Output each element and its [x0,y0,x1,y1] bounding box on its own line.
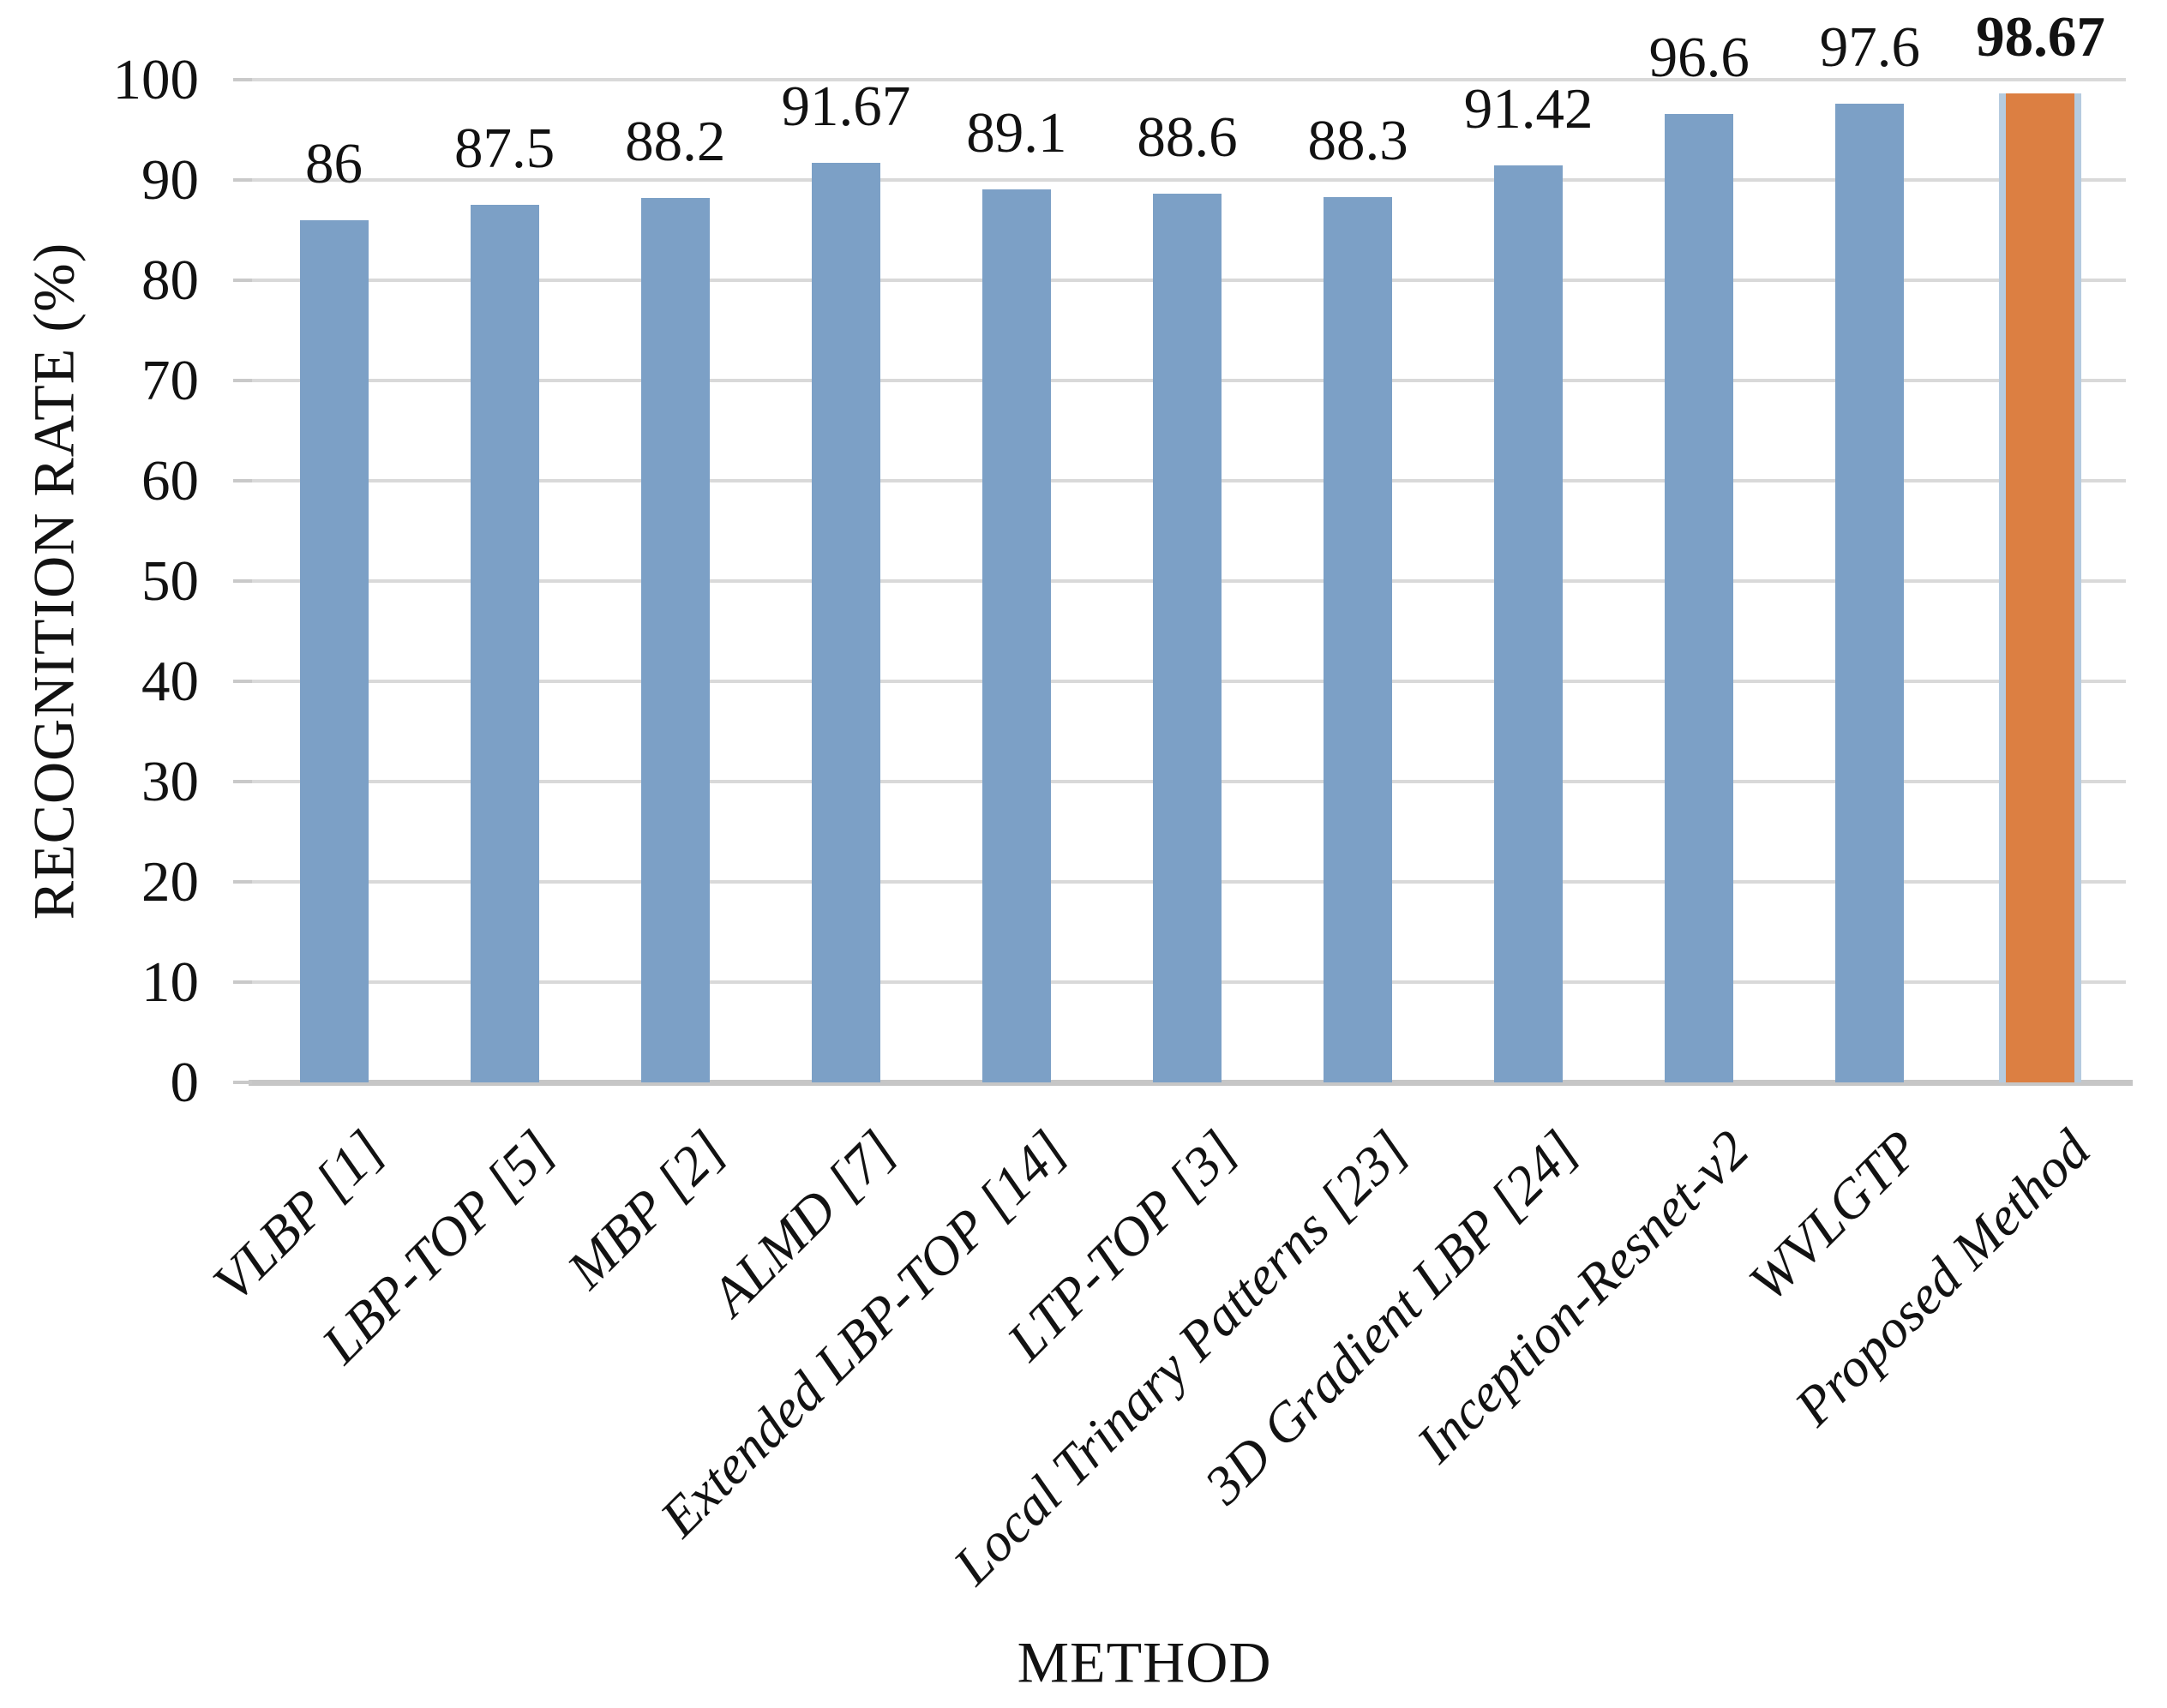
y-tick-mark [233,980,252,984]
y-tick-label: 100 [112,48,200,111]
bar-value-label: 88.6 [1137,105,1238,170]
y-tick-mark [233,479,252,482]
bar [640,198,710,1082]
bar-proposed-method [1999,93,2082,1082]
y-tick-mark [233,579,252,583]
y-tick-label: 80 [141,249,199,312]
bar [1494,165,1564,1082]
bar-value-label: 86 [305,131,363,195]
y-tick-mark [233,78,252,81]
y-tick-mark [233,680,252,683]
bar-value-label: 89.1 [966,100,1067,165]
y-tick-mark [233,279,252,282]
x-category-label: Inception-Resnet-v2 [1405,1118,1761,1474]
x-axis-line [249,1080,2133,1086]
y-tick-mark [233,178,252,182]
x-category-label: Proposed Method [1783,1118,2102,1437]
bar-value-label: 96.6 [1648,25,1750,89]
y-tick-label: 10 [141,950,199,1014]
y-tick-label: 60 [141,449,199,512]
bar [1153,194,1222,1082]
bar-value-label: 97.6 [1819,15,1920,80]
bar-value-label: 91.67 [781,75,911,139]
bar-value-label: 91.42 [1463,77,1594,141]
bar [470,205,539,1082]
y-tick-mark [233,780,252,783]
bar-value-label: 98.67 [1976,4,2105,69]
y-tick-mark [233,880,252,884]
y-tick-label: 30 [141,750,199,813]
y-tick-label: 50 [141,549,199,613]
bar [981,189,1051,1082]
bar [299,219,369,1082]
y-tick-mark [233,379,252,382]
y-tick-label: 90 [141,148,199,212]
y-tick-mark [233,1081,252,1084]
bar-value-label: 88.2 [625,110,726,174]
bar [1324,196,1393,1082]
bar-value-label: 88.3 [1307,108,1408,172]
bar [1835,104,1905,1082]
gridline [249,178,2126,182]
y-tick-label: 0 [170,1051,200,1114]
y-tick-label: 40 [141,650,199,713]
gridline [249,78,2126,81]
bar [811,163,880,1082]
y-tick-label: 20 [141,850,199,914]
y-tick-label: 70 [141,349,199,412]
bar [1665,113,1734,1082]
x-axis-title: METHOD [1017,1629,1272,1695]
bar-value-label: 87.5 [454,117,555,181]
